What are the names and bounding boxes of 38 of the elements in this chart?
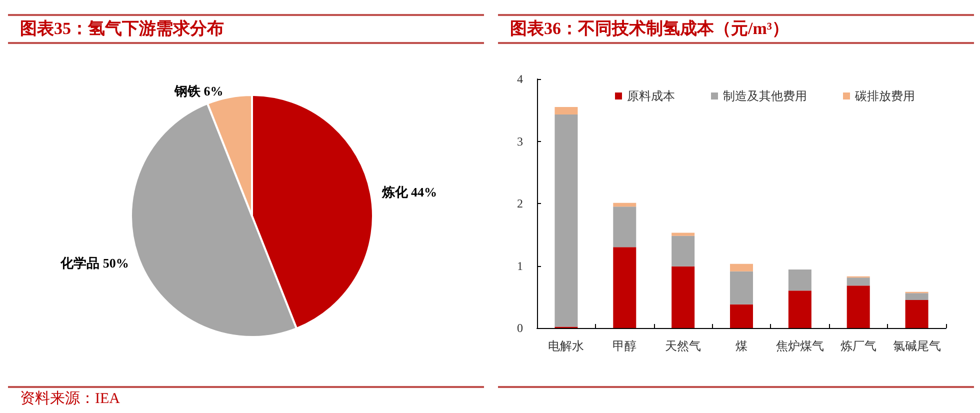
bar [613,247,636,328]
slice-label: 钢铁 6% [173,84,224,99]
bar [554,114,578,327]
legend-label: 制造及其他费用 [723,89,807,103]
bar [846,278,870,286]
y-tick-label: 3 [517,134,523,148]
bar [846,286,870,328]
bar [672,236,695,266]
bar [554,107,578,114]
text: 资料来源：IEA [20,390,120,409]
legend-label: 原料成本 [627,89,675,103]
legend-label: 碳排放费用 [854,89,915,103]
y-tick-label: 1 [517,258,523,273]
bar [730,271,753,304]
bar [730,304,753,328]
y-tick-label: 4 [517,72,523,86]
slice-label: 炼化 44% [380,184,437,200]
bar [672,266,695,328]
bar [613,202,636,207]
x-tick-label: 焦炉煤气 [776,339,824,353]
bar [905,300,928,328]
x-tick-label: 煤 [736,339,748,353]
x-tick-label: 炼厂气 [840,339,876,353]
bar [788,290,812,328]
x-tick-label: 电解水 [548,339,584,353]
bar [730,264,753,272]
bar [905,293,928,300]
bar [613,206,636,248]
bar [788,269,812,291]
bar [672,232,695,236]
y-tick-label: 0 [517,321,523,335]
x-tick-label: 天然气 [665,339,702,353]
x-tick-label: 氯碱尾气 [892,339,941,353]
chart-title: 图表35：氢气下游需求分布 [20,18,224,40]
x-tick-label: 甲醇 [612,339,637,353]
y-tick-label: 2 [517,196,523,210]
chart-title: 图表36：不同技术制氢成本（元/m³） [510,18,789,40]
slice-label: 化学品 50% [60,255,129,270]
